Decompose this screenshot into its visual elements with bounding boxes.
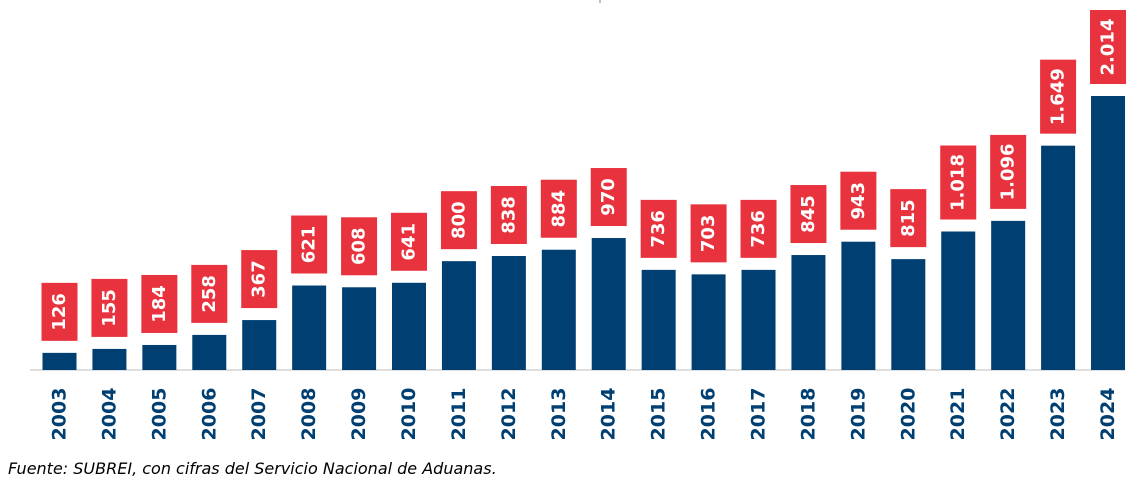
bar-2011 (441, 261, 476, 370)
data-label-2003: 126 (49, 293, 70, 331)
bar-2007 (242, 320, 277, 370)
data-label-2007: 367 (249, 260, 270, 298)
data-label-2017: 736 (748, 210, 769, 248)
data-label-box-2012 (490, 185, 527, 244)
bar-2004 (92, 348, 127, 370)
bar-2021 (941, 231, 976, 370)
data-label-box-2010 (391, 212, 428, 271)
data-label-box-2024 (1090, 10, 1127, 84)
x-tick-2017: 2017 (748, 388, 770, 441)
data-label-2014: 970 (598, 178, 619, 216)
data-label-box-2016 (690, 204, 727, 263)
bar-2022 (991, 220, 1026, 370)
bars-group (42, 96, 1126, 370)
data-label-2012: 838 (498, 196, 519, 234)
data-label-box-2020 (890, 189, 927, 248)
x-tick-2007: 2007 (248, 388, 270, 441)
data-label-2020: 815 (898, 199, 919, 237)
data-label-2024: 2.014 (1098, 19, 1119, 76)
bar-2016 (691, 274, 726, 370)
bar-2020 (891, 259, 926, 370)
source-note: Fuente: SUBREI, con cifras del Servicio … (8, 459, 497, 478)
data-label-2006: 258 (199, 275, 220, 313)
data-label-2021: 1.018 (948, 154, 969, 211)
data-label-box-2006 (191, 264, 228, 323)
bar-2013 (541, 249, 576, 370)
x-tick-2009: 2009 (348, 388, 370, 441)
x-tick-2014: 2014 (598, 388, 620, 441)
data-label-2016: 703 (698, 215, 719, 253)
bar-2012 (491, 255, 526, 370)
x-tick-2023: 2023 (1047, 388, 1069, 441)
data-label-box-2017 (740, 199, 777, 258)
data-label-2005: 184 (149, 285, 170, 323)
bar-2023 (1041, 145, 1076, 370)
data-label-box-2007 (241, 250, 278, 309)
x-tick-2016: 2016 (698, 388, 720, 441)
data-label-2018: 845 (798, 195, 819, 233)
bar-2014 (591, 238, 626, 370)
data-label-box-2019 (840, 171, 877, 230)
bar-2005 (142, 344, 177, 370)
x-tick-2022: 2022 (997, 388, 1019, 441)
x-tick-2011: 2011 (448, 388, 470, 441)
data-label-box-2023 (1040, 59, 1077, 134)
bar-2003 (42, 352, 77, 370)
bar-2010 (392, 282, 427, 370)
data-label-box-2015 (640, 199, 677, 258)
data-label-box-2011 (440, 191, 477, 250)
data-label-box-2009 (341, 217, 378, 276)
data-label-box-2004 (91, 278, 128, 337)
data-label-2010: 641 (399, 223, 420, 261)
x-tick-2005: 2005 (148, 388, 170, 441)
x-tick-2021: 2021 (947, 388, 969, 441)
data-label-2023: 1.649 (1048, 68, 1069, 125)
data-label-2008: 621 (299, 226, 320, 264)
data-label-box-2021 (940, 145, 977, 220)
bar-2019 (841, 241, 876, 370)
x-tick-2020: 2020 (897, 388, 919, 441)
bar-2008 (292, 285, 327, 370)
x-tick-2008: 2008 (298, 388, 320, 441)
bar-2018 (791, 255, 826, 370)
data-label-2004: 155 (99, 289, 120, 327)
x-tick-2004: 2004 (98, 388, 120, 441)
x-tick-2019: 2019 (847, 388, 869, 441)
data-label-2019: 943 (848, 182, 869, 220)
bar-2015 (641, 269, 676, 370)
bar-2006 (192, 334, 227, 370)
data-label-2009: 608 (349, 227, 370, 265)
data-label-2011: 800 (448, 201, 469, 239)
data-label-box-2008 (291, 215, 328, 274)
data-label-box-2014 (590, 168, 627, 227)
data-label-2015: 736 (648, 210, 669, 248)
data-labels-group: 126 155 184 258 367 621 608 641 800 838 884 970 736 7… (41, 10, 1127, 341)
x-tick-2010: 2010 (398, 388, 420, 441)
data-label-box-2018 (790, 185, 827, 244)
data-label-2022: 1.096 (998, 143, 1019, 200)
bar-2024 (1091, 96, 1126, 370)
x-tick-2012: 2012 (498, 388, 520, 441)
x-tick-2013: 2013 (548, 388, 570, 441)
x-tick-2018: 2018 (797, 388, 819, 441)
data-label-2013: 884 (548, 190, 569, 228)
x-tick-2024: 2024 (1097, 388, 1119, 441)
x-tick-2003: 2003 (49, 388, 71, 441)
x-tick-2015: 2015 (648, 388, 670, 441)
data-label-box-2022 (990, 134, 1027, 209)
bar-2017 (741, 269, 776, 370)
x-tick-2006: 2006 (198, 388, 220, 441)
bar-2009 (342, 287, 377, 370)
data-label-box-2005 (141, 274, 178, 333)
x-tick-labels-group: 2003 2004 2005 2006 2007 2008 2009 2010 2011 2012… (49, 388, 1120, 441)
data-label-box-2003 (41, 282, 78, 341)
data-label-box-2013 (540, 179, 577, 238)
